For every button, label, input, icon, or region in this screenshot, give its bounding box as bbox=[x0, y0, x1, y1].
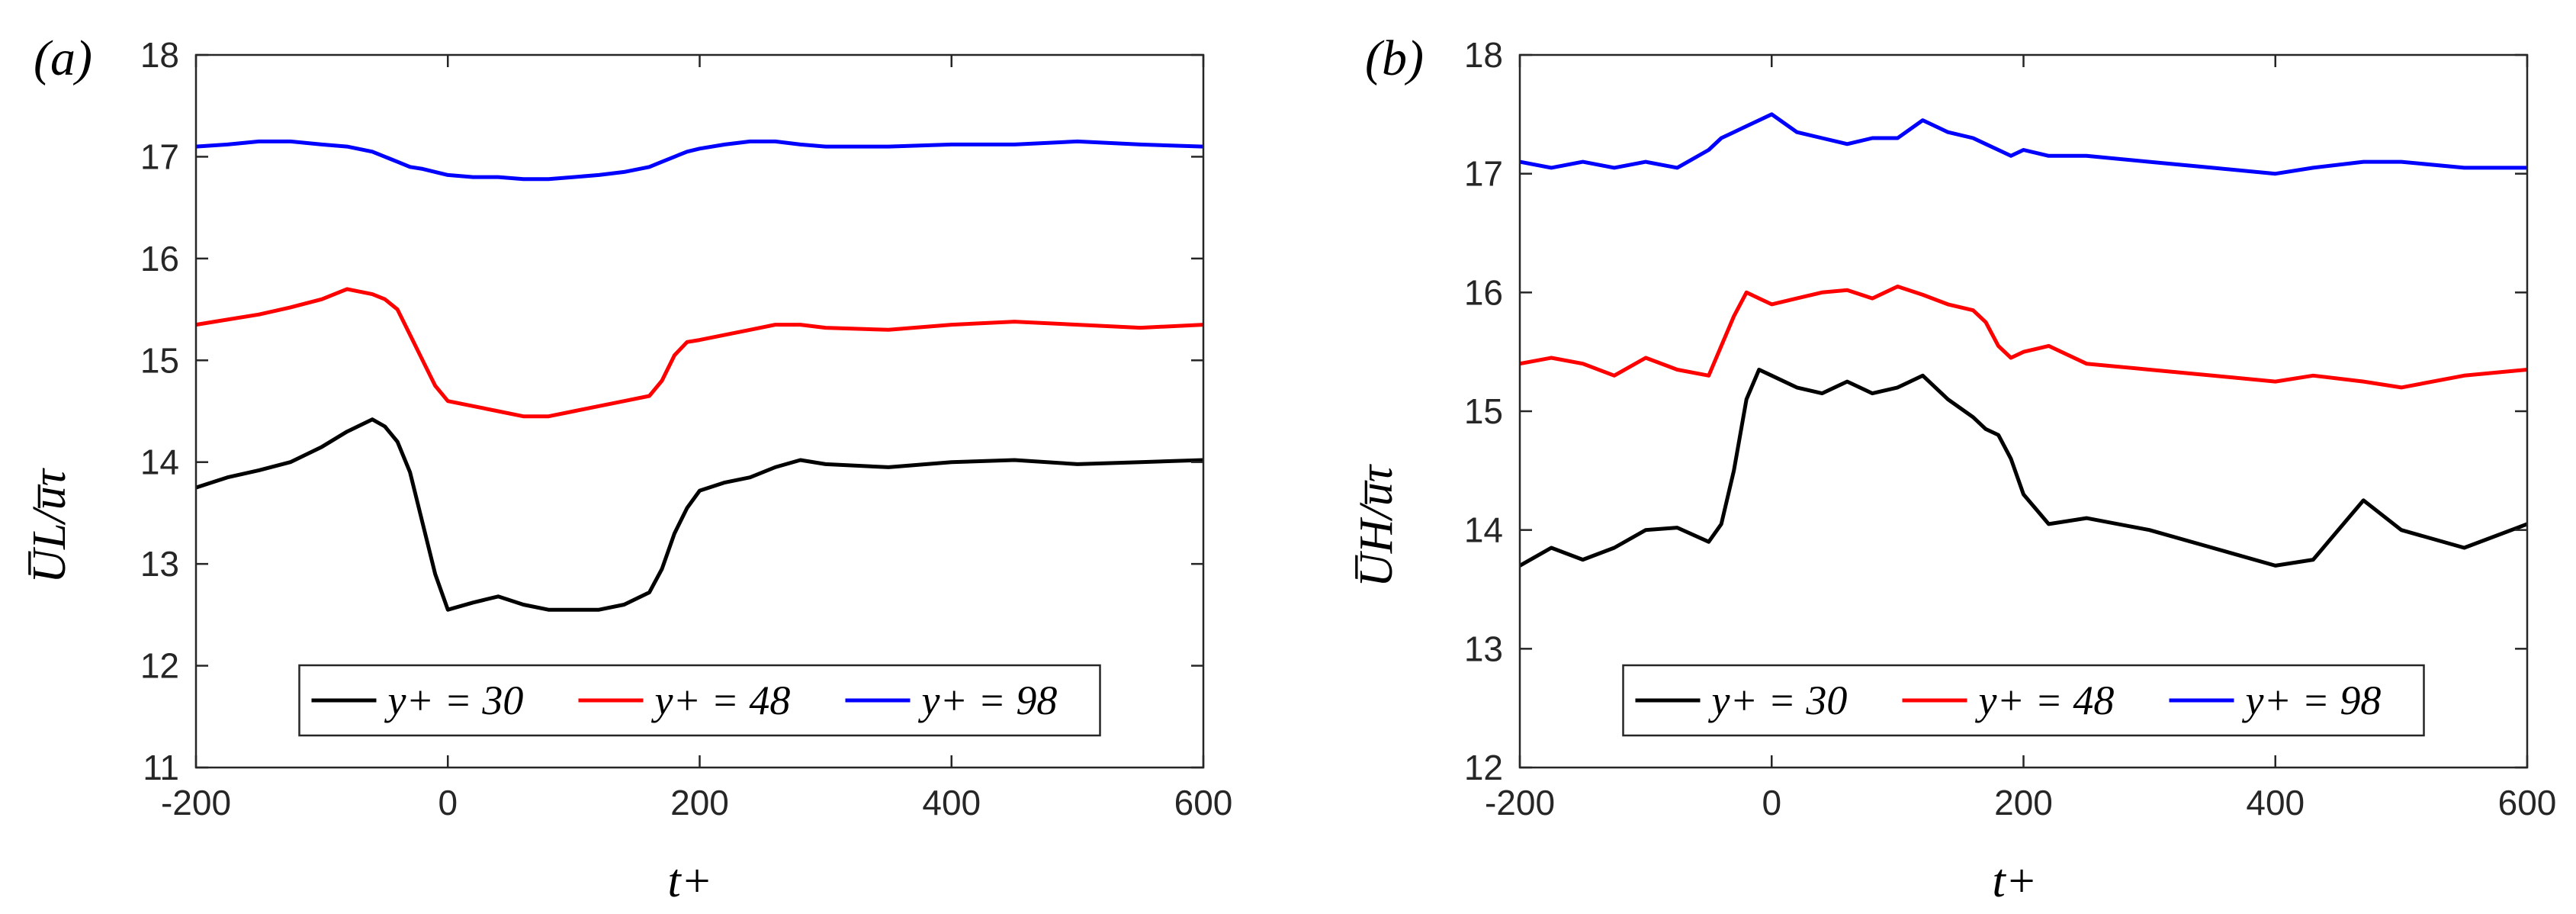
panel-b-ylabel: U̅H/u̅τ bbox=[1351, 463, 1402, 587]
panel-a-series-line-1 bbox=[195, 287, 1204, 419]
panel-a-y-tick-label-5: 16 bbox=[140, 239, 179, 278]
panel-a-series-line-0 bbox=[195, 417, 1204, 612]
panel-a-label: (a) bbox=[34, 31, 92, 86]
panel-b-series-line-1 bbox=[1519, 285, 2528, 390]
panel-b-y-tick-label-5: 17 bbox=[1464, 154, 1503, 194]
panel-b-x-tick-label-2: 200 bbox=[1994, 783, 2053, 822]
panel-b-y-tick-label-6: 18 bbox=[1464, 35, 1503, 75]
panel-b: (b) U̅H/u̅τ t+ -200 0 200 400 600 12 13 14 15 16 1… bbox=[1351, 31, 2556, 907]
panel-b-y-tick-label-1: 13 bbox=[1464, 629, 1503, 668]
panel-b-x-tick-label-3: 400 bbox=[2246, 783, 2305, 822]
panel-b-legend-label-0: y+ = 30 bbox=[1708, 677, 1848, 723]
panel-a-x-tick-label-0: -200 bbox=[161, 783, 231, 822]
panel-a-series-line-2 bbox=[195, 139, 1204, 182]
panel-a-x-tick-label-2: 200 bbox=[670, 783, 729, 822]
panel-b-label: (b) bbox=[1365, 31, 1424, 86]
panel-a-ylabel-text: U̅L/u̅τ bbox=[24, 467, 75, 583]
panel-b-y-tick-label-2: 14 bbox=[1464, 510, 1503, 550]
panel-a-axes-frame bbox=[194, 53, 1205, 769]
panel-a-xlabel: t+ bbox=[667, 855, 712, 907]
panel-b-legend-box bbox=[1622, 664, 2425, 737]
panel-b-xlabel: t+ bbox=[1992, 855, 2037, 907]
panel-a-x-tick-label-3: 400 bbox=[922, 783, 981, 822]
panel-a-legend-label-1: y+ = 48 bbox=[651, 677, 791, 723]
panel-a-legend-label-2: y+ = 98 bbox=[918, 677, 1058, 723]
panel-b-x-tick-label-1: 0 bbox=[1762, 783, 1781, 822]
panel-b-series-line-0 bbox=[1518, 368, 2528, 568]
panel-a-ylabel: U̅L/u̅τ bbox=[24, 467, 75, 583]
panel-a-y-tick-label-1: 12 bbox=[140, 646, 179, 686]
panel-a-plot: -200 0 200 400 600 11 12 13 14 15 16 17 18 y+ = 30 y+ … bbox=[140, 35, 1233, 822]
panel-b-y-tick-label-4: 16 bbox=[1464, 272, 1503, 312]
panel-a-legend-label-0: y+ = 30 bbox=[384, 677, 524, 723]
panel-a-y-tick-label-6: 17 bbox=[140, 137, 179, 176]
panel-b-y-tick-label-3: 15 bbox=[1464, 391, 1503, 431]
panel-b-legend-label-1: y+ = 48 bbox=[1975, 677, 2115, 723]
panel-b-ylabel-text: U̅H/u̅τ bbox=[1351, 463, 1402, 587]
panel-b-x-tick-label-4: 600 bbox=[2498, 783, 2557, 822]
panel-a-x-tick-label-4: 600 bbox=[1174, 783, 1233, 822]
panel-a-y-tick-label-7: 18 bbox=[140, 35, 179, 75]
panel-a-y-tick-label-2: 13 bbox=[140, 544, 179, 584]
panel-a-y-tick-label-3: 14 bbox=[140, 443, 179, 482]
panel-b-plot: -200 0 200 400 600 12 13 14 15 16 17 18 y+ = 30 y+ = … bbox=[1464, 35, 2557, 822]
panel-a-x-tick-label-1: 0 bbox=[438, 783, 458, 822]
panel-a-y-tick-label-0: 11 bbox=[143, 748, 179, 787]
panel-b-legend-label-2: y+ = 98 bbox=[2242, 677, 2382, 723]
panel-a-y-tick-label-4: 15 bbox=[140, 340, 179, 380]
panel-a: (a) U̅L/u̅τ t+ -200 0 200 400 600 11 12 13 14 15 1… bbox=[24, 31, 1232, 907]
panel-b-y-tick-label-0: 12 bbox=[1464, 748, 1503, 787]
panel-a-legend-box bbox=[298, 664, 1101, 737]
panel-b-x-tick-label-0: -200 bbox=[1485, 783, 1555, 822]
panel-b-series-line-2 bbox=[1519, 112, 2527, 176]
